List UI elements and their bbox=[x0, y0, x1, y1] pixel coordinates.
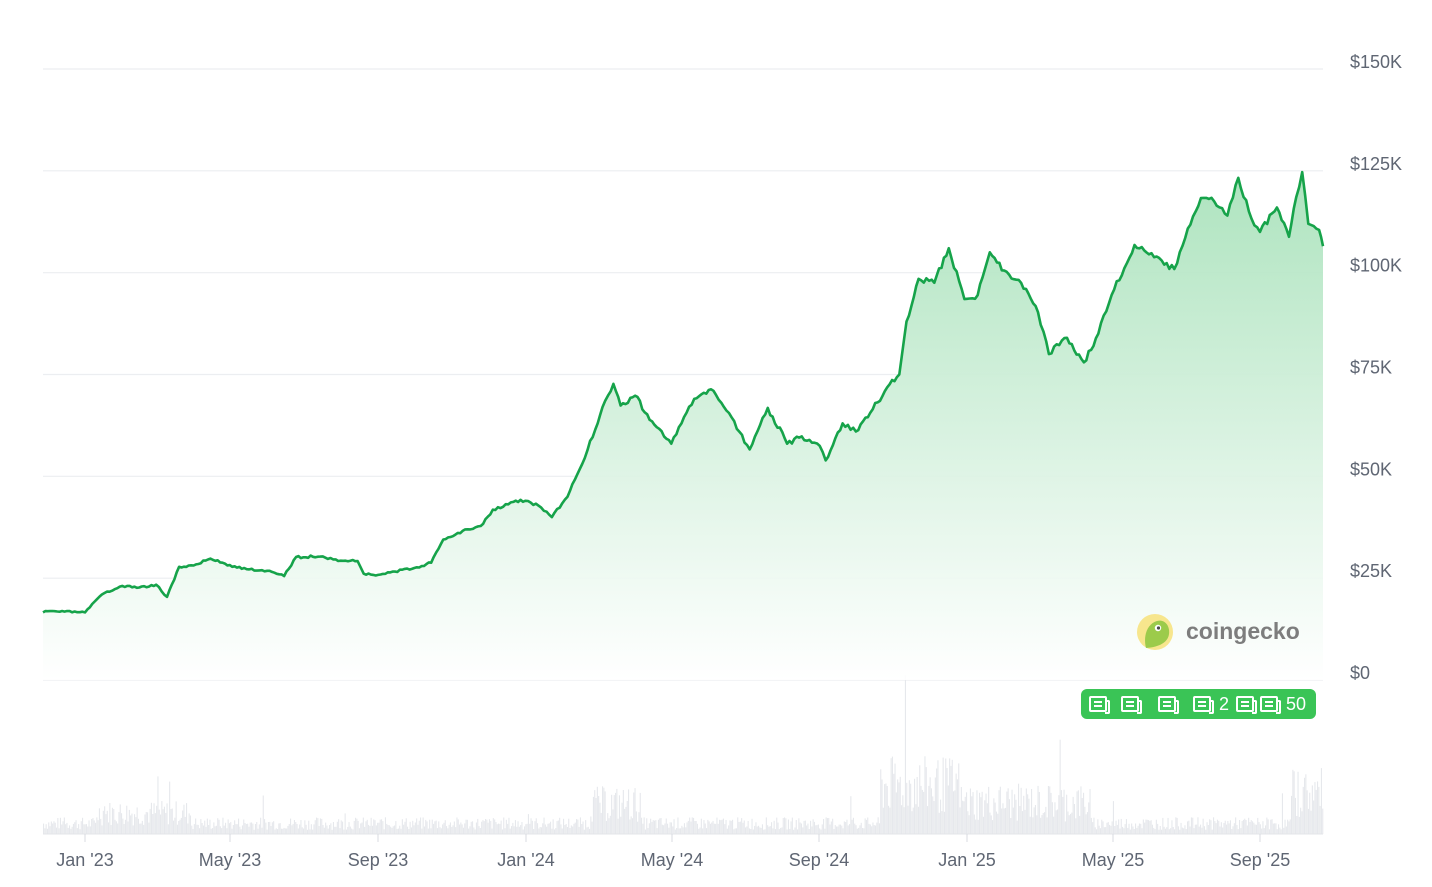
x-axis-label: May '25 bbox=[1082, 850, 1144, 870]
newspaper-icon bbox=[1089, 696, 1110, 714]
coingecko-watermark: coingecko bbox=[1137, 614, 1300, 650]
news-item-3[interactable] bbox=[1158, 689, 1179, 719]
y-axis-label: $50K bbox=[1350, 459, 1392, 479]
newspaper-icon bbox=[1121, 696, 1142, 714]
news-item-1[interactable] bbox=[1089, 689, 1110, 719]
newspaper-icon bbox=[1260, 696, 1281, 714]
y-axis-label: $150K bbox=[1350, 52, 1402, 72]
y-axis-label: $0 bbox=[1350, 663, 1370, 683]
x-axis-label: Jan '25 bbox=[938, 850, 995, 870]
newspaper-icon bbox=[1236, 696, 1257, 714]
x-axis-label: Jan '23 bbox=[56, 850, 113, 870]
y-axis-label: $125K bbox=[1350, 154, 1402, 174]
x-axis-label: Jan '24 bbox=[497, 850, 554, 870]
news-count: 50 bbox=[1286, 693, 1307, 714]
x-axis-label: May '23 bbox=[199, 850, 261, 870]
x-axis-label: Sep '24 bbox=[789, 850, 850, 870]
coingecko-logo-icon bbox=[1137, 614, 1173, 650]
newspaper-icon bbox=[1158, 696, 1179, 714]
price-line[interactable] bbox=[42, 170, 1325, 614]
news-item-2[interactable] bbox=[1121, 689, 1142, 719]
volume-bars bbox=[43, 675, 1324, 835]
news-count: 2 bbox=[1219, 693, 1230, 714]
price-area bbox=[43, 172, 1323, 680]
news-events-badge[interactable]: 2 50 bbox=[1081, 689, 1316, 719]
news-item-6[interactable]: 50 bbox=[1260, 689, 1306, 719]
y-axis-label: $25K bbox=[1350, 561, 1392, 581]
news-item-5[interactable] bbox=[1236, 689, 1257, 719]
x-axis-labels: Jan '23 May '23 Sep '23 Jan '24 May '24 Sep '… bbox=[56, 850, 1290, 870]
y-axis-label: $100K bbox=[1350, 256, 1402, 276]
x-axis-label: Sep '25 bbox=[1230, 850, 1291, 870]
watermark-text: coingecko bbox=[1186, 618, 1300, 644]
y-axis-label: $75K bbox=[1350, 358, 1392, 378]
x-axis-label: Sep '23 bbox=[348, 850, 409, 870]
newspaper-icon bbox=[1193, 696, 1214, 714]
x-axis-label: May '24 bbox=[641, 850, 703, 870]
x-axis-ticks bbox=[84, 834, 1261, 842]
y-axis-labels: $150K $125K $100K $75K $50K $25K $0 bbox=[1350, 52, 1402, 683]
news-item-4[interactable]: 2 bbox=[1193, 689, 1229, 719]
